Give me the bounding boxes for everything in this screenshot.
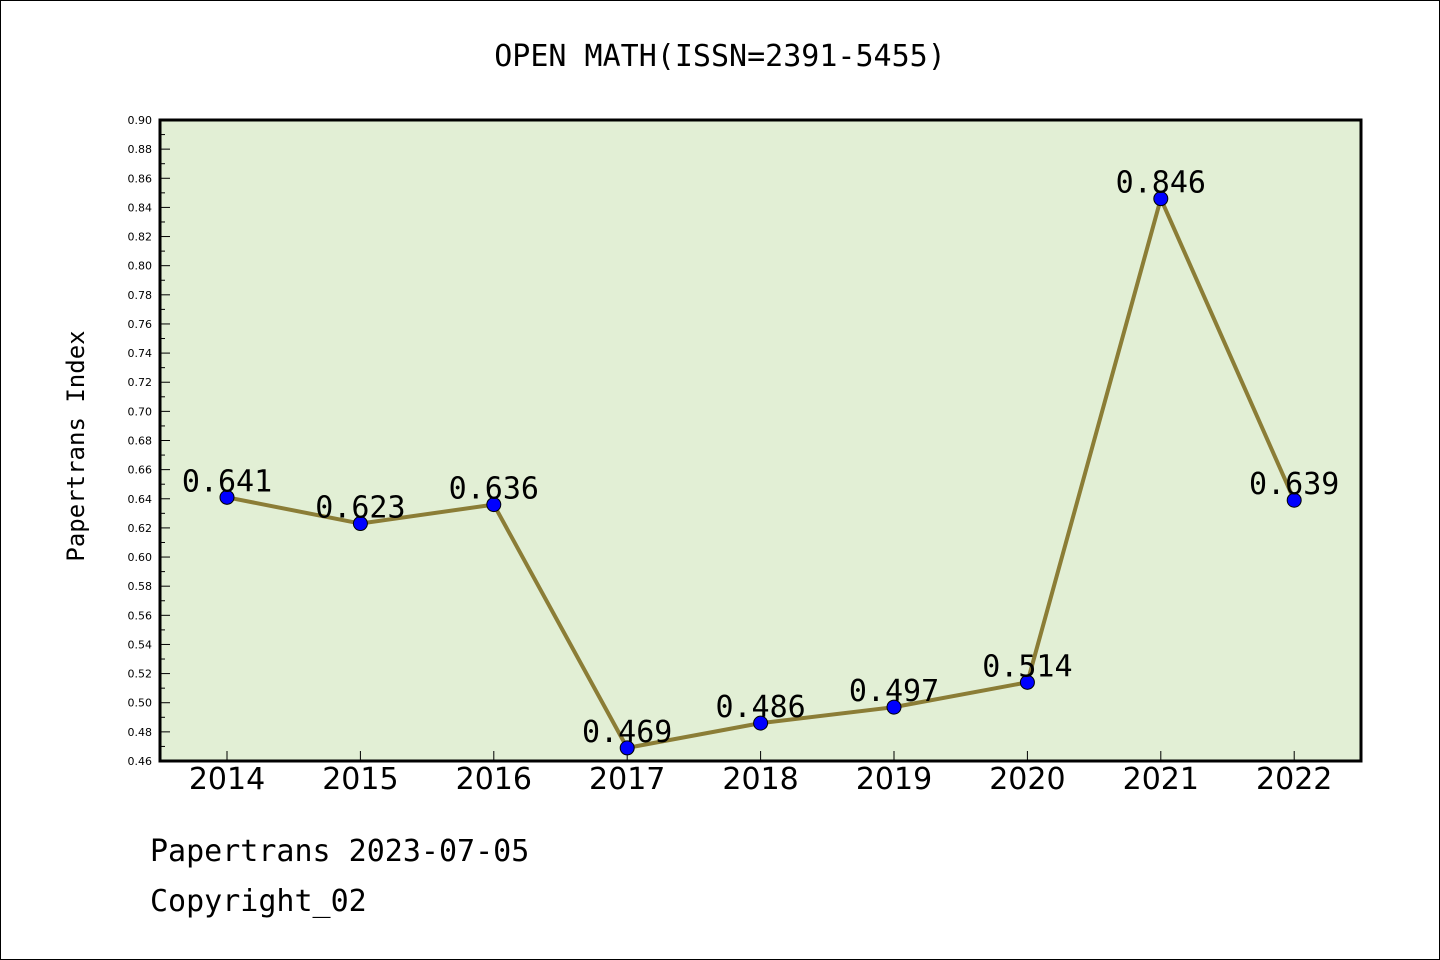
data-point	[486, 497, 502, 513]
series-line-group	[219, 191, 1302, 756]
data-label: 0.514	[982, 649, 1072, 684]
y-tick-label: 0.62	[128, 522, 153, 535]
y-tick-label: 0.70	[128, 405, 153, 418]
y-tick-label: 0.46	[128, 755, 153, 768]
y-tick-label: 0.80	[128, 260, 153, 273]
y-tick-label: 0.66	[128, 464, 153, 477]
x-tick-label: 2018	[722, 762, 798, 797]
x-tick-label: 2019	[856, 762, 932, 797]
y-tick-label: 0.52	[128, 668, 153, 681]
data-label: 0.497	[849, 674, 939, 709]
x-tick-label: 2015	[322, 762, 398, 797]
x-tick-label: 2017	[589, 762, 665, 797]
x-tick-label: 2021	[1123, 762, 1199, 797]
x-axis: 2014 2015 2016 2017 2018 2019 2020 2021 2022	[189, 751, 1332, 797]
y-axis: 0.46 0.48 0.50 0.52 0.54 0.56 0.58 0.60 0.62 0.64…	[128, 114, 170, 768]
y-tick-label: 0.74	[128, 347, 153, 360]
y-tick-label: 0.50	[128, 697, 153, 710]
data-label: 0.486	[715, 690, 805, 725]
data-point	[1019, 674, 1035, 690]
y-tick-label: 0.76	[128, 318, 153, 331]
y-axis-label: Papertrans Index	[62, 330, 90, 561]
plot-area	[158, 118, 1363, 763]
data-label: 0.636	[449, 472, 539, 507]
y-tick-label: 0.58	[128, 580, 153, 593]
data-label: 0.469	[582, 715, 672, 750]
y-tick-label: 0.56	[128, 609, 153, 622]
x-tick-label: 2016	[456, 762, 532, 797]
y-tick-label: 0.88	[128, 143, 153, 156]
data-labels-group: 0.641 0.623 0.636 0.469 0.486 0.497 0.514 0.846…	[182, 166, 1340, 750]
y-tick-label: 0.60	[128, 551, 153, 564]
chart-title: OPEN MATH(ISSN=2391-5455)	[494, 39, 946, 74]
data-point	[219, 489, 235, 505]
data-label: 0.846	[1116, 166, 1206, 201]
data-point	[1286, 492, 1302, 508]
data-label: 0.641	[182, 464, 272, 499]
y-tick-label: 0.86	[128, 172, 153, 185]
y-tick-label: 0.84	[128, 201, 153, 214]
data-point	[619, 740, 635, 756]
y-tick-label: 0.54	[128, 638, 153, 651]
data-label: 0.639	[1249, 467, 1339, 502]
y-tick-label: 0.72	[128, 376, 153, 389]
x-tick-label: 2022	[1256, 762, 1332, 797]
y-tick-label: 0.90	[128, 114, 153, 127]
x-tick-label: 2020	[989, 762, 1065, 797]
footer-date: Papertrans 2023-07-05	[150, 834, 530, 869]
y-tick-label: 0.68	[128, 435, 153, 448]
y-tick-label: 0.64	[128, 493, 153, 506]
y-tick-label: 0.78	[128, 289, 153, 302]
data-point	[753, 715, 769, 731]
y-tick-label: 0.48	[128, 726, 153, 739]
data-point	[886, 699, 902, 715]
data-point	[352, 516, 368, 532]
footer-copyright: Copyright_02	[150, 884, 367, 919]
x-tick-label: 2014	[189, 762, 265, 797]
y-tick-label: 0.82	[128, 231, 153, 244]
data-label: 0.623	[315, 491, 405, 526]
data-point	[1153, 191, 1169, 207]
